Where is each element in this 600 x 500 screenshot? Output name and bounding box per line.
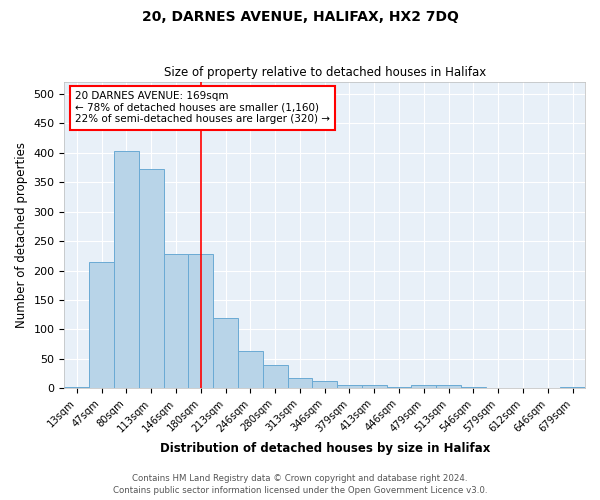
Bar [89,262,114,388]
Bar [461,387,486,388]
Bar [213,318,238,388]
Text: 20 DARNES AVENUE: 169sqm
← 78% of detached houses are smaller (1,160)
22% of sem: 20 DARNES AVENUE: 169sqm ← 78% of detach… [75,91,330,124]
Text: Contains HM Land Registry data © Crown copyright and database right 2024.
Contai: Contains HM Land Registry data © Crown c… [113,474,487,495]
Title: Size of property relative to detached houses in Halifax: Size of property relative to detached ho… [164,66,486,80]
Bar [164,254,188,388]
Bar [412,386,436,388]
Bar [386,387,412,388]
Bar [238,351,263,389]
X-axis label: Distribution of detached houses by size in Halifax: Distribution of detached houses by size … [160,442,490,455]
Y-axis label: Number of detached properties: Number of detached properties [15,142,28,328]
Bar [139,168,164,388]
Text: 20, DARNES AVENUE, HALIFAX, HX2 7DQ: 20, DARNES AVENUE, HALIFAX, HX2 7DQ [142,10,458,24]
Bar [436,385,461,388]
Bar [362,385,386,388]
Bar [64,386,89,388]
Bar [114,151,139,388]
Bar [188,254,213,388]
Bar [313,380,337,388]
Bar [263,365,287,388]
Bar [287,378,313,388]
Bar [560,386,585,388]
Bar [337,385,362,388]
